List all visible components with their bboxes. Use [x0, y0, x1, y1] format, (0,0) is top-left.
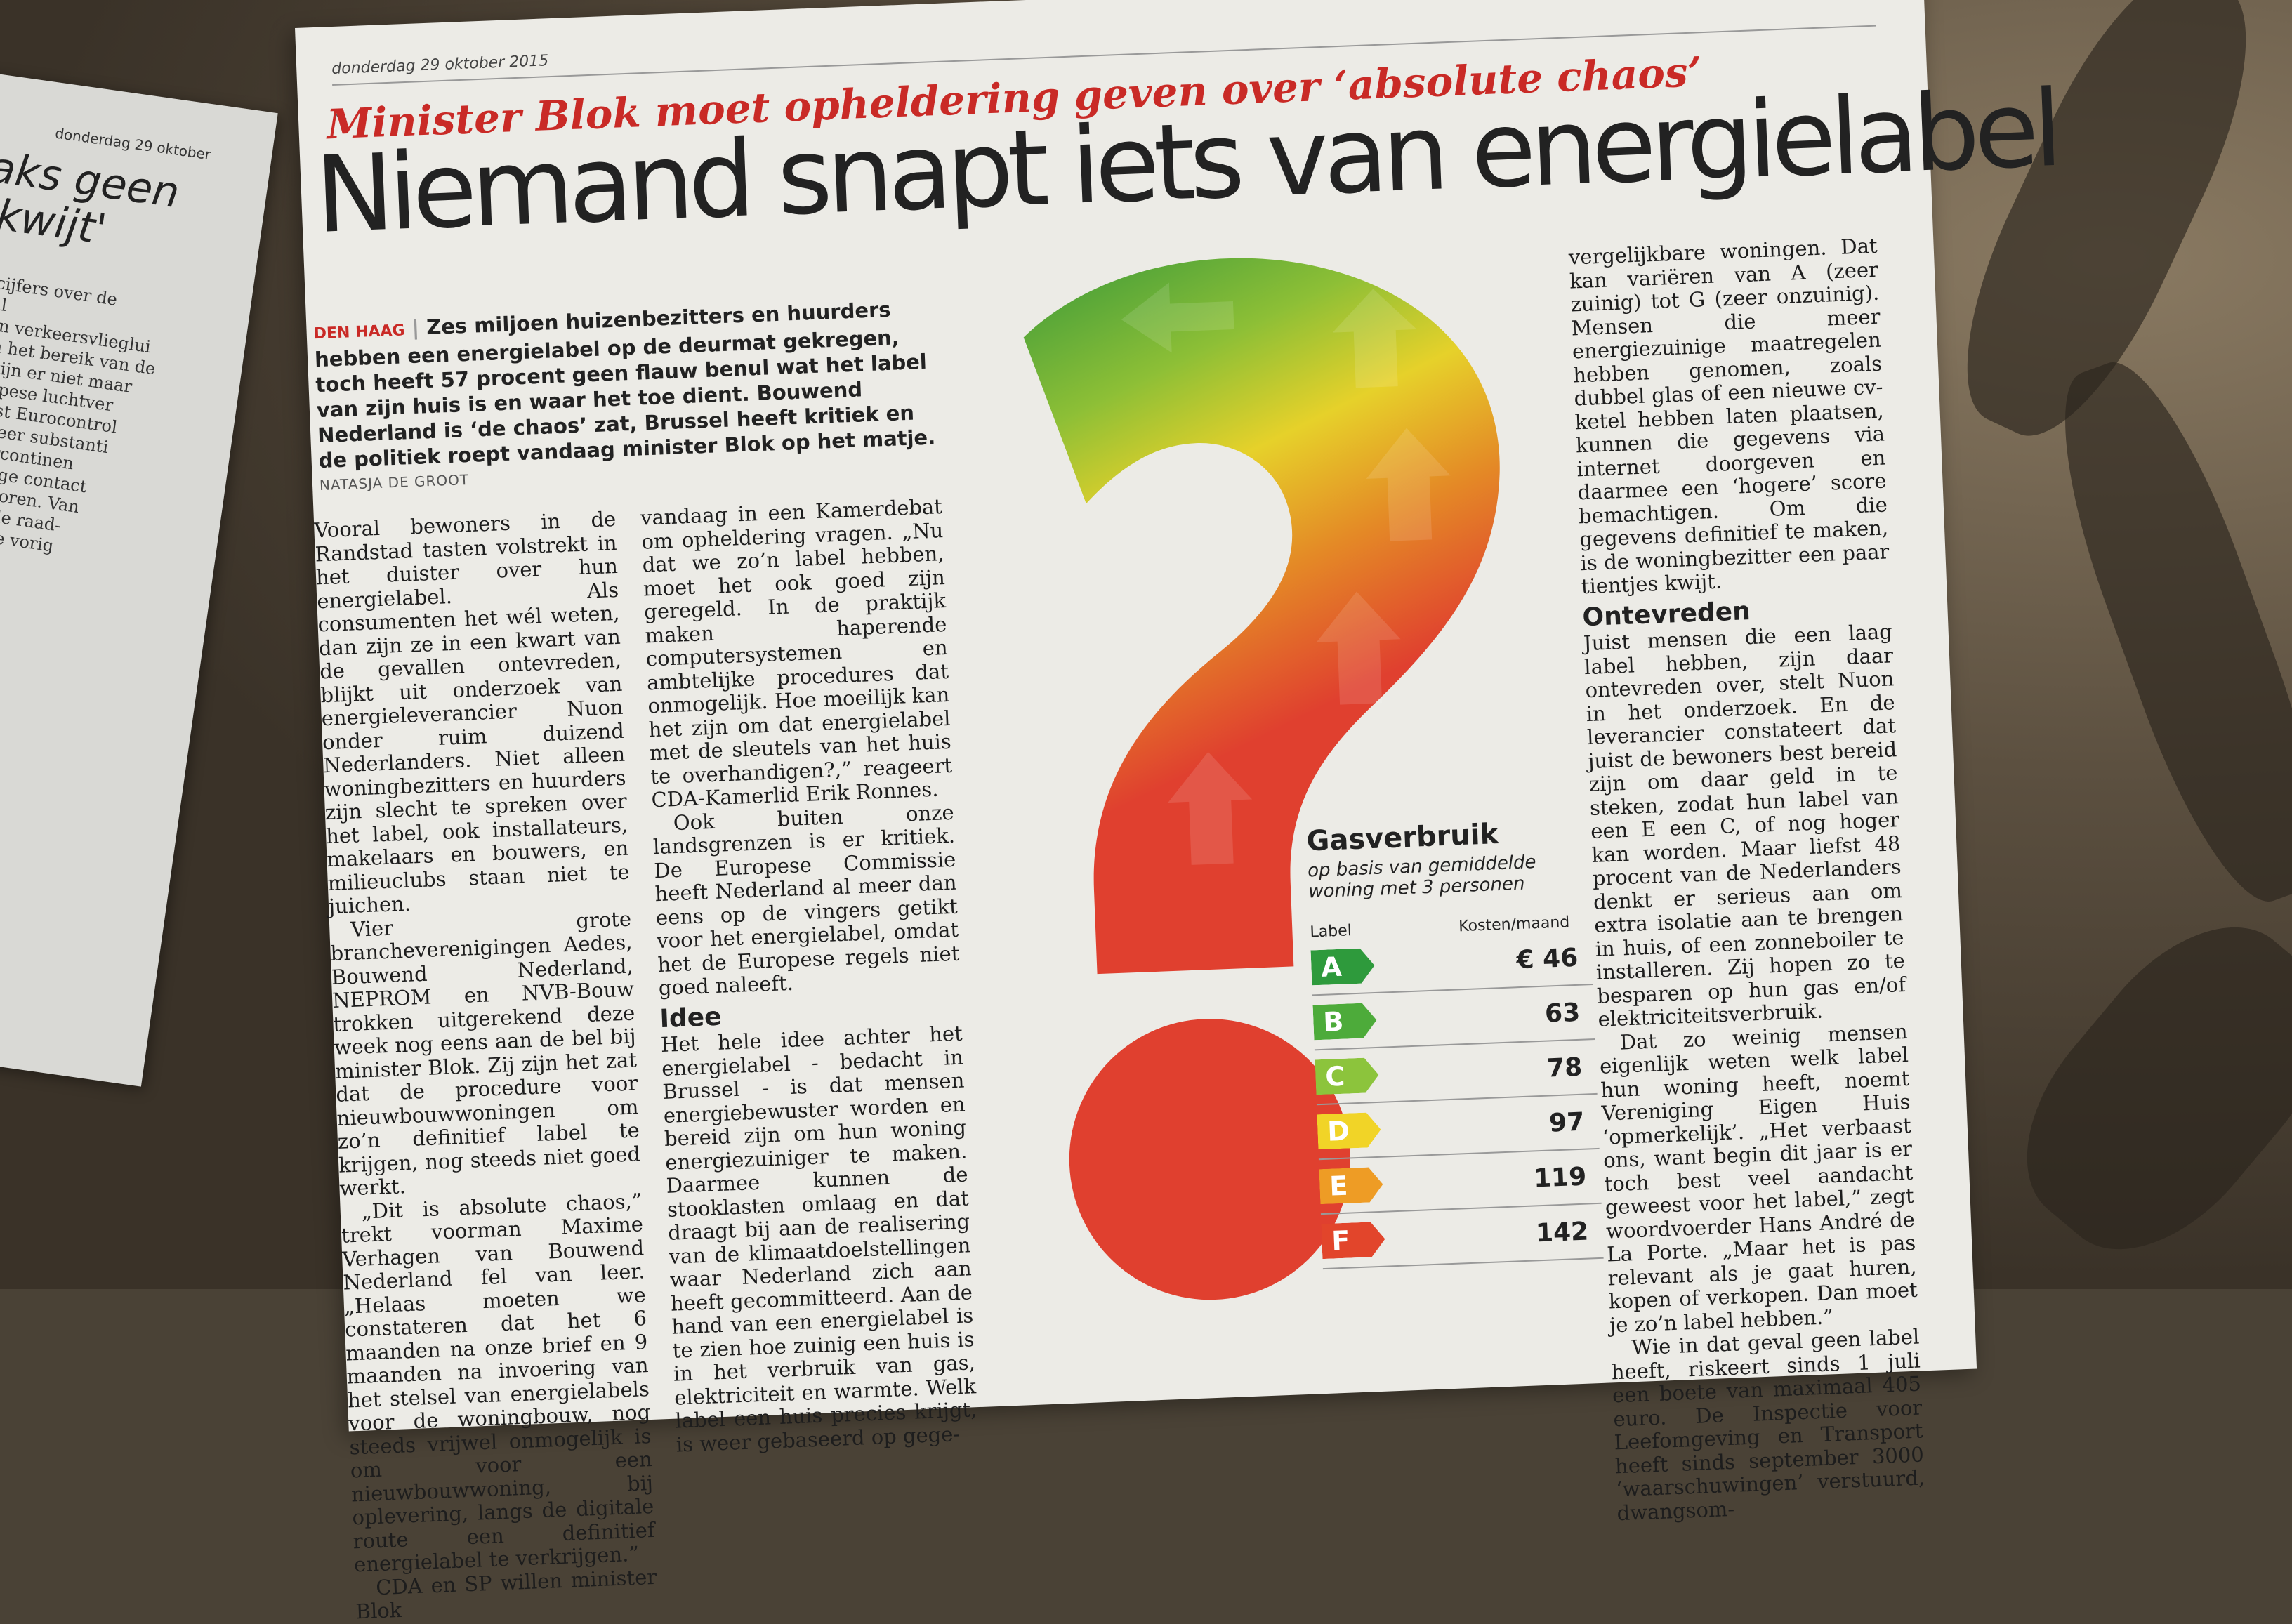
article-column-2: vandaag in een Kamerdebat om opheldering…: [640, 494, 979, 1457]
gas-usage-table: Gasverbruik op basis van gemiddelde woni…: [1306, 814, 1604, 1270]
article-column-3: vergelijkbare woningen. Dat kan variëren…: [1568, 233, 1926, 1526]
monthly-cost: 119: [1533, 1162, 1587, 1193]
gas-table-subtitle: op basis van gemiddelde woning met 3 per…: [1307, 852, 1537, 903]
lead-text: Zes miljoen huizenbezitters en huurders …: [314, 297, 936, 473]
paragraph: Ook buiten onze landsgrenzen is er kriti…: [652, 800, 960, 1001]
paragraph: Het hele idee achter het energielabel - …: [660, 1021, 977, 1457]
article-column-1: Vooral bewoners in de Randstad tasten vo…: [313, 506, 658, 1624]
left-page-body: ieze cijfers over de aantalcht- en verke…: [0, 267, 174, 923]
paragraph: Dat zo weinig mensen eigenlijk weten wel…: [1599, 1019, 1918, 1337]
gas-table-rows: A € 46 B 63 C 78 D 97 E 119 F 142: [1310, 930, 1604, 1270]
paragraph: vandaag in een Kamerdebat om opheldering…: [640, 494, 953, 812]
paragraph: vergelijkbare woningen. Dat kan variëren…: [1568, 233, 1890, 599]
energy-label-badge: A: [1310, 948, 1375, 985]
newspaper-page: donderdag 29 oktober 2015 NL Minister Bl…: [295, 0, 2059, 1623]
question-mark-dot: [1069, 1019, 1350, 1300]
monthly-cost: € 46: [1515, 943, 1579, 975]
energy-label-badge: B: [1312, 1003, 1377, 1040]
question-mark-hook: [1023, 258, 1500, 975]
byline: NATASJA DE GROOT: [319, 470, 470, 494]
paragraph: Vooral bewoners in de Randstad tasten vo…: [313, 506, 631, 919]
monthly-cost: 78: [1546, 1052, 1583, 1083]
paragraph: Vier grote brancheverenigingen Aedes, Bo…: [329, 906, 641, 1201]
page-date: donderdag 29 oktober 2015: [331, 52, 549, 79]
paragraph: Wie in dat geval geen label heeft, riske…: [1611, 1324, 1925, 1525]
arrow-pattern: [1121, 282, 1451, 865]
label-column-header: Label: [1310, 922, 1352, 942]
paragraph: „Dit is absolute chaos,” trekt voorman M…: [341, 1188, 656, 1577]
question-mark-graphic: [1023, 258, 1500, 1300]
paragraph: Juist mensen die een laag label hebben, …: [1583, 619, 1906, 1031]
energy-label-badge: D: [1317, 1112, 1381, 1149]
monthly-cost: 97: [1548, 1107, 1585, 1138]
energy-label-badge: E: [1319, 1167, 1383, 1204]
energy-label-badge: F: [1321, 1222, 1385, 1259]
monthly-cost: 63: [1544, 998, 1581, 1029]
lead-paragraph: DEN HAAG | Zes miljoen huizenbezitters e…: [313, 297, 936, 473]
monthly-cost: 142: [1535, 1217, 1589, 1248]
gas-table-row: F 142: [1320, 1203, 1604, 1270]
left-page-headline: raks geen r kwijt': [0, 140, 183, 263]
energy-label-badge: C: [1315, 1057, 1379, 1095]
dateline-place: DEN HAAG: [313, 322, 406, 343]
